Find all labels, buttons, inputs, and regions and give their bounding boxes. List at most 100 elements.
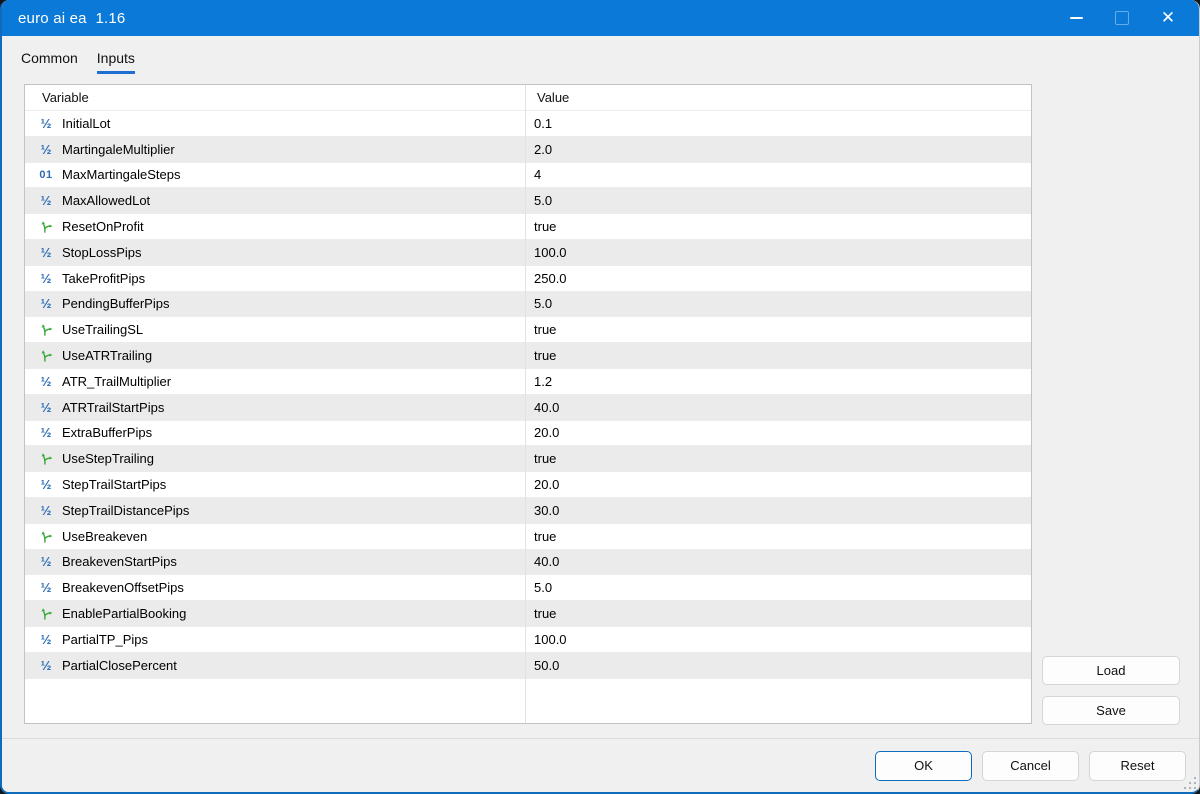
param-value[interactable]: true	[534, 606, 557, 622]
close-button[interactable]: ✕	[1145, 0, 1191, 36]
param-value[interactable]: true	[534, 322, 557, 338]
param-value[interactable]: 30.0	[534, 502, 560, 518]
param-name: MaxMartingaleSteps	[62, 167, 181, 183]
param-value[interactable]: 250.0	[534, 270, 567, 286]
load-button[interactable]: Load	[1042, 656, 1180, 685]
table-row[interactable]: ½ PartialTP_Pips 100.0	[25, 627, 1031, 653]
param-name: StepTrailDistancePips	[62, 502, 190, 518]
param-value[interactable]: 20.0	[534, 477, 560, 493]
variable-cell: EnablePartialBooking	[25, 606, 525, 621]
param-value[interactable]: 5.0	[534, 193, 553, 209]
table-row[interactable]: UseTrailingSL true	[25, 317, 1031, 344]
param-value[interactable]: 40.0	[534, 399, 560, 415]
param-name: EnablePartialBooking	[62, 606, 187, 622]
table-row[interactable]: ½ InitialLot 0.1	[25, 111, 1031, 137]
variable-cell: UseStepTrailing	[25, 451, 525, 466]
param-value[interactable]: 2.0	[534, 141, 553, 157]
table-row[interactable]: ½ BreakevenOffsetPips 5.0	[25, 575, 1031, 602]
table-row[interactable]: EnablePartialBooking true	[25, 601, 1031, 627]
variable-cell: ½ ExtraBufferPips	[25, 425, 525, 440]
variable-cell: UseBreakeven	[25, 529, 525, 544]
double-input-icon: ½	[40, 631, 52, 647]
cancel-button[interactable]: Cancel	[982, 750, 1079, 781]
table-row[interactable]: ½ MaxAllowedLot 5.0	[25, 188, 1031, 215]
param-value[interactable]: 0.1	[534, 115, 553, 131]
table-row[interactable]: ½ PendingBufferPips 5.0	[25, 291, 1031, 318]
param-value[interactable]: true	[534, 528, 557, 544]
double-input-icon: ½	[40, 425, 52, 441]
resize-grip-icon[interactable]	[1180, 773, 1196, 789]
table-row[interactable]: ½ StepTrailDistancePips 30.0	[25, 497, 1031, 524]
table-row[interactable]: 01 MaxMartingaleSteps 4	[25, 163, 1031, 189]
param-value[interactable]: 4	[534, 167, 542, 183]
param-value[interactable]: true	[534, 219, 557, 235]
param-name: BreakevenOffsetPips	[62, 580, 184, 596]
tab-inputs[interactable]: Inputs	[96, 50, 135, 74]
param-value[interactable]: 40.0	[534, 554, 560, 570]
tab-common[interactable]: Common	[21, 50, 78, 66]
bool-input-icon	[35, 451, 57, 466]
param-name: StopLossPips	[62, 244, 142, 260]
param-name: PendingBufferPips	[62, 296, 170, 312]
column-header-variable: Variable	[42, 90, 89, 105]
param-value[interactable]: true	[534, 451, 557, 467]
double-input-icon: ½	[40, 141, 52, 157]
param-name: UseATRTrailing	[62, 348, 153, 364]
close-icon: ✕	[1160, 8, 1176, 27]
table-row[interactable]: ½ TakeProfitPips 250.0	[25, 266, 1031, 292]
variable-cell: UseTrailingSL	[25, 322, 525, 337]
param-value[interactable]: 5.0	[534, 296, 553, 312]
param-name: InitialLot	[62, 115, 111, 131]
param-value[interactable]: 20.0	[534, 425, 560, 441]
table-row[interactable]: ½ ATRTrailStartPips 40.0	[25, 394, 1031, 421]
param-name: ExtraBufferPips	[62, 425, 153, 441]
variable-cell: ½ ATRTrailStartPips	[25, 400, 525, 415]
param-value[interactable]: 50.0	[534, 657, 560, 673]
save-button[interactable]: Save	[1042, 696, 1180, 725]
table-row[interactable]: ½ BreakevenStartPips 40.0	[25, 549, 1031, 576]
window-title: euro ai ea 1.16	[18, 9, 126, 27]
titlebar: euro ai ea 1.16 ✕	[2, 0, 1199, 36]
double-input-icon: ½	[40, 554, 52, 570]
maximize-icon	[1115, 11, 1129, 25]
variable-cell: ½ PartialClosePercent	[25, 658, 525, 673]
table-row[interactable]: ½ MartingaleMultiplier 2.0	[25, 136, 1031, 163]
table-row[interactable]: ½ StopLossPips 100.0	[25, 239, 1031, 266]
table-row[interactable]: ½ PartialClosePercent 50.0	[25, 652, 1031, 679]
variable-cell: ResetOnProfit	[25, 219, 525, 234]
param-name: StepTrailStartPips	[62, 477, 167, 493]
table-row[interactable]: UseStepTrailing true	[25, 446, 1031, 473]
param-name: MartingaleMultiplier	[62, 141, 175, 157]
double-input-icon: ½	[40, 193, 52, 209]
param-value[interactable]: 100.0	[534, 631, 567, 647]
table-row[interactable]: UseATRTrailing true	[25, 343, 1031, 369]
variable-cell: 01 MaxMartingaleSteps	[25, 167, 525, 182]
bottom-bar: OK Cancel Reset	[2, 738, 1199, 792]
bool-input-icon	[35, 606, 57, 621]
variable-cell: ½ MaxAllowedLot	[25, 193, 525, 208]
param-name: UseBreakeven	[62, 528, 148, 544]
ok-button[interactable]: OK	[875, 750, 972, 781]
reset-button[interactable]: Reset	[1089, 750, 1186, 781]
param-value[interactable]: 100.0	[534, 244, 567, 260]
variable-cell: ½ PendingBufferPips	[25, 296, 525, 311]
minimize-button[interactable]	[1053, 0, 1099, 36]
maximize-button[interactable]	[1099, 0, 1145, 36]
param-value[interactable]: true	[534, 348, 557, 364]
param-name: PartialClosePercent	[62, 657, 177, 673]
bool-input-icon	[35, 348, 57, 363]
param-value[interactable]: 5.0	[534, 580, 553, 596]
table-row[interactable]: ½ ExtraBufferPips 20.0	[25, 421, 1031, 447]
table-row[interactable]: ½ StepTrailStartPips 20.0	[25, 472, 1031, 498]
table-row[interactable]: ½ ATR_TrailMultiplier 1.2	[25, 369, 1031, 395]
double-input-icon: ½	[40, 115, 52, 131]
table-row[interactable]: UseBreakeven true	[25, 524, 1031, 550]
param-rows: ½ InitialLot 0.1 ½ MartingaleMultiplier …	[25, 111, 1031, 679]
integer-input-icon: 01	[39, 168, 53, 181]
param-value[interactable]: 1.2	[534, 373, 553, 389]
table-row[interactable]: ResetOnProfit true	[25, 214, 1031, 240]
column-divider	[525, 85, 526, 723]
param-name: BreakevenStartPips	[62, 554, 177, 570]
variable-cell: UseATRTrailing	[25, 348, 525, 363]
